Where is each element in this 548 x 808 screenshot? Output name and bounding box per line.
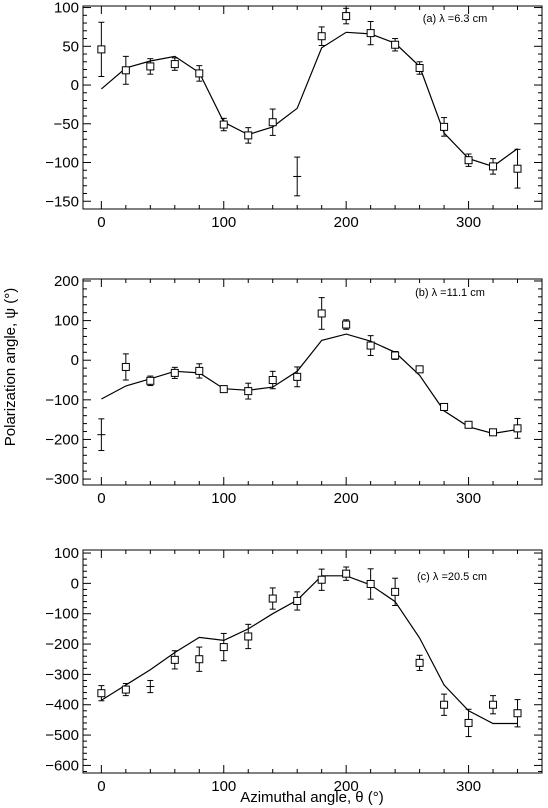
data-point (391, 40, 400, 49)
data-point (464, 156, 473, 165)
data-point (121, 362, 130, 371)
x-tick-label: 100 (211, 214, 236, 231)
data-point (513, 424, 522, 433)
data-point (391, 351, 400, 360)
data-point (293, 372, 302, 381)
data-point (342, 569, 351, 578)
plot-frame (82, 5, 543, 210)
y-tick-label: 100 (54, 0, 79, 17)
model-line (101, 333, 518, 435)
data-point (268, 594, 277, 603)
y-tick-label: −200 (45, 636, 79, 653)
data-point (440, 402, 449, 411)
data-point (121, 685, 130, 694)
data-point (170, 655, 179, 664)
data-point (440, 122, 449, 131)
panel-annotation: (c) λ =20.5 cm (417, 571, 487, 583)
y-tick-label: 100 (54, 545, 79, 562)
data-point (366, 579, 375, 588)
data-point (268, 118, 277, 127)
x-tick-label: 200 (334, 214, 359, 231)
data-point (366, 341, 375, 350)
x-tick-label: 300 (456, 214, 481, 231)
panel-a: 0 100 200 300 −150 −100 −50 0 50 100 (a) λ =6.3 cm (45, 0, 543, 231)
x-tick-label: 100 (211, 778, 236, 795)
data-point (440, 700, 449, 709)
y-tick-label: 0 (71, 77, 79, 94)
y-tick-label: −150 (45, 193, 79, 210)
plot-frame (82, 549, 543, 774)
data-point (489, 162, 498, 171)
data-point (513, 164, 522, 173)
y-tick-label: −100 (45, 606, 79, 623)
data-point (244, 632, 253, 641)
y-axis-label: Polarization angle, ψ (°) (2, 288, 19, 446)
data-point (464, 718, 473, 727)
x-tick-label: 200 (334, 490, 359, 507)
y-tick-label: −100 (45, 155, 79, 172)
data-point (219, 120, 228, 129)
data-point (489, 700, 498, 709)
y-tick-label: 50 (62, 38, 79, 55)
y-tick-label: −300 (45, 471, 79, 488)
data-point (317, 575, 326, 584)
data-point (195, 69, 204, 78)
y-tick-label: −200 (45, 431, 79, 448)
data-point (219, 643, 228, 652)
data-point (195, 655, 204, 664)
x-tick-label: 0 (97, 214, 105, 231)
x-tick-label: 0 (97, 778, 105, 795)
data-point (415, 365, 424, 374)
data-point (146, 376, 155, 385)
data-point (146, 62, 155, 71)
panel-annotation: (b) λ =11.1 cm (415, 287, 485, 299)
panel-annotation: (a) λ =6.3 cm (423, 13, 488, 25)
data-point (244, 131, 253, 140)
data-point (391, 587, 400, 596)
data-point (342, 320, 351, 329)
data-point (415, 63, 424, 72)
data-point (170, 60, 179, 69)
data-point (513, 709, 522, 718)
data-point (170, 368, 179, 377)
panel-b: 0 100 200 300 −300 −200 −100 0 100 200 (b) λ =11.1… (45, 273, 543, 507)
data-point (415, 658, 424, 667)
data-point (195, 366, 204, 375)
y-tick-label: −500 (45, 727, 79, 744)
y-tick-label: −600 (45, 757, 79, 774)
y-tick-label: −300 (45, 666, 79, 683)
y-tick-label: 100 (54, 313, 79, 330)
x-tick-label: 100 (211, 490, 236, 507)
data-point (317, 309, 326, 318)
plot-frame (82, 278, 543, 486)
y-tick-label: 0 (71, 352, 79, 369)
y-tick-label: −400 (45, 697, 79, 714)
data-point (489, 428, 498, 437)
data-point (342, 12, 351, 21)
y-tick-label: −100 (45, 392, 79, 409)
data-point (366, 29, 375, 38)
data-point (268, 376, 277, 385)
model-line (101, 31, 518, 168)
x-axis-label: Azimuthal angle, θ (°) (240, 789, 384, 806)
data-point (244, 387, 253, 396)
model-line (101, 575, 518, 725)
data-point (464, 420, 473, 429)
y-tick-label: 0 (71, 575, 79, 592)
data-point (317, 32, 326, 41)
x-tick-label: 300 (456, 490, 481, 507)
data-point (97, 45, 106, 54)
data-point (219, 385, 228, 394)
y-tick-label: 200 (54, 273, 79, 290)
data-point (97, 689, 106, 698)
panel-c: 0 100 200 300 −600 −500 −400 −300 −200 −100 0 100 (c… (45, 545, 543, 795)
x-tick-label: 0 (97, 490, 105, 507)
data-point (121, 66, 130, 75)
x-tick-label: 200 (334, 778, 359, 795)
x-tick-label: 300 (456, 778, 481, 795)
y-tick-label: −50 (54, 116, 79, 133)
data-point (293, 596, 302, 605)
